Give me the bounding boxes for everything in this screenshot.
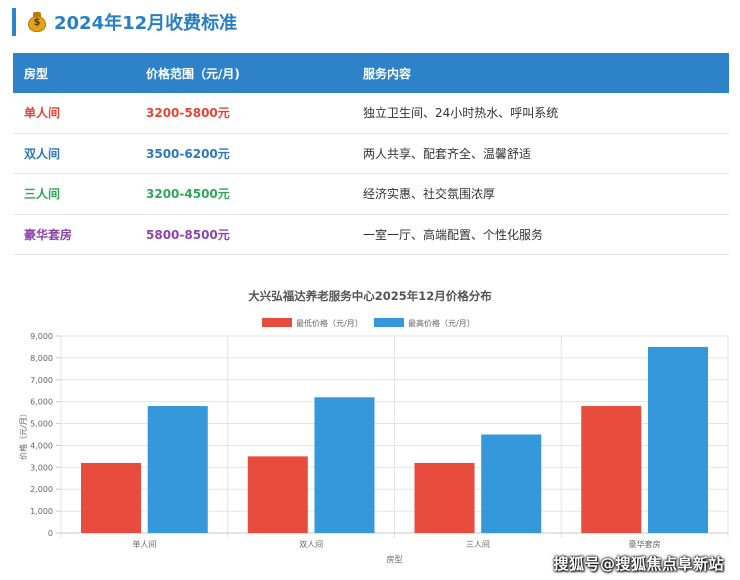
y-tick-label: 6,000 bbox=[30, 398, 53, 407]
y-tick-label: 5,000 bbox=[30, 420, 53, 429]
table-body: 单人间 3200-5800元 独立卫生间、24小时热水、呼叫系统双人间 3500-62… bbox=[13, 93, 729, 255]
price-chart: 大兴弘福达养老服务中心2025年12月价格分布最低价格（元/月） 最高价格（元/月… bbox=[0, 280, 740, 580]
table-row: 双人间 3500-6200元 两人共享、配套齐全、温馨舒适 bbox=[13, 134, 729, 174]
watermark: 搜狐号@搜狐焦点阜新站 bbox=[553, 555, 724, 573]
y-axis-title: 价格（元/月） bbox=[18, 409, 28, 460]
price-range-cell: 3200-5800元 bbox=[146, 106, 230, 121]
x-axis-title: 房型 bbox=[387, 554, 403, 564]
money-bag-icon: $ bbox=[28, 12, 46, 32]
x-tick-label: 单人间 bbox=[132, 539, 156, 549]
y-tick-label: 1,000 bbox=[30, 507, 53, 516]
table-row: 单人间 3200-5800元 独立卫生间、24小时热水、呼叫系统 bbox=[13, 93, 729, 134]
services-cell: 两人共享、配套齐全、温馨舒适 bbox=[363, 146, 532, 161]
bar-0-3 bbox=[581, 406, 642, 533]
x-tick-label: 双人间 bbox=[299, 540, 323, 549]
bar-0-0 bbox=[81, 462, 142, 533]
x-tick-label: 豪华套房 bbox=[629, 539, 661, 549]
price-range-cell: 5800-8500元 bbox=[146, 227, 230, 242]
services-cell: 独立卫生间、24小时热水、呼叫系统 bbox=[363, 106, 559, 121]
legend-label-0: 最低价格（元/月） bbox=[296, 318, 363, 328]
table-row: 豪华套房 5800-8500元 一室一厅、高端配置、个性化服务 bbox=[13, 215, 729, 255]
room-type-cell: 三人间 bbox=[24, 187, 61, 202]
section-header: $ 2024年12月收费标准 bbox=[12, 8, 237, 36]
y-tick-label: 7,000 bbox=[30, 376, 53, 385]
room-type-cell: 双人间 bbox=[24, 146, 61, 161]
y-tick-label: 2,000 bbox=[30, 485, 53, 494]
bar-1-3 bbox=[647, 346, 708, 533]
bar-1-2 bbox=[481, 434, 542, 533]
price-range-cell: 3200-4500元 bbox=[146, 187, 230, 202]
services-cell: 经济实惠、社交氛围浓厚 bbox=[363, 187, 496, 202]
y-tick-label: 4,000 bbox=[30, 441, 53, 450]
column-header-room-type: 房型 bbox=[24, 66, 49, 81]
table-header: 房型 价格范围（元/月) 服务内容 bbox=[13, 53, 729, 93]
legend-label-1: 最高价格（元/月） bbox=[408, 318, 475, 328]
legend-swatch-0 bbox=[262, 318, 292, 327]
y-tick-label: 9,000 bbox=[30, 332, 53, 341]
page-title: 2024年12月收费标准 bbox=[54, 13, 238, 34]
chart-title: 大兴弘福达养老服务中心2025年12月价格分布 bbox=[248, 289, 492, 303]
table-row: 三人间 3200-4500元 经济实惠、社交氛围浓厚 bbox=[13, 174, 729, 215]
price-table: 房型 价格范围（元/月) 服务内容 单人间 3200-5800元 独立卫生间、24小… bbox=[13, 53, 729, 255]
column-header-price-range: 价格范围（元/月) bbox=[146, 66, 240, 81]
bar-1-0 bbox=[147, 406, 208, 533]
x-tick-label: 三人间 bbox=[466, 540, 490, 549]
bar-0-2 bbox=[414, 462, 475, 533]
room-type-cell: 单人间 bbox=[24, 106, 61, 121]
y-tick-label: 3,000 bbox=[30, 463, 53, 472]
y-tick-label: 8,000 bbox=[30, 354, 53, 363]
column-header-services: 服务内容 bbox=[363, 66, 412, 81]
price-range-cell: 3500-6200元 bbox=[146, 146, 230, 161]
room-type-cell: 豪华套房 bbox=[24, 227, 73, 242]
y-tick-label: 0 bbox=[48, 529, 53, 538]
legend-swatch-1 bbox=[374, 318, 404, 327]
bar-0-1 bbox=[247, 456, 308, 533]
services-cell: 一室一厅、高端配置、个性化服务 bbox=[363, 227, 544, 242]
bar-1-1 bbox=[314, 397, 375, 533]
